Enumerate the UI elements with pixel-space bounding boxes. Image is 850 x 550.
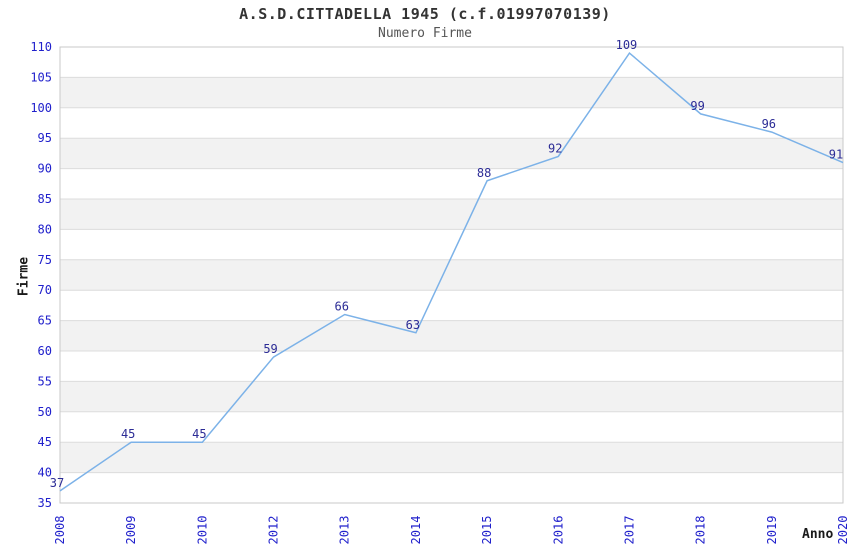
data-point-label: 88	[477, 166, 491, 180]
grid-band	[60, 442, 843, 473]
data-point-label: 91	[829, 148, 843, 162]
y-tick-label: 70	[38, 283, 52, 297]
data-point-label: 37	[50, 476, 64, 490]
data-point-label: 66	[335, 300, 349, 314]
data-point-label: 96	[762, 117, 776, 131]
y-tick-label: 80	[38, 222, 52, 236]
y-tick-label: 55	[38, 374, 52, 388]
data-point-label: 99	[690, 99, 704, 113]
x-tick-label: 2010	[195, 516, 209, 545]
grid-band	[60, 381, 843, 412]
x-tick-label: 2012	[267, 516, 281, 545]
y-tick-label: 85	[38, 192, 52, 206]
x-axis-title: Anno	[802, 527, 834, 542]
y-tick-label: 100	[30, 101, 52, 115]
chart-title: A.S.D.CITTADELLA 1945 (c.f.01997070139)	[239, 5, 611, 23]
chart-subtitle: Numero Firme	[378, 26, 472, 41]
x-tick-label: 2014	[409, 516, 423, 545]
data-point-label: 109	[616, 38, 638, 52]
data-point-label: 59	[263, 342, 277, 356]
y-tick-label: 90	[38, 162, 52, 176]
data-point-label: 63	[406, 318, 420, 332]
y-tick-label: 95	[38, 131, 52, 145]
x-tick-label: 2017	[622, 516, 636, 545]
x-tick-label: 2015	[480, 516, 494, 545]
x-tick-label: 2018	[694, 516, 708, 545]
data-point-label: 45	[121, 427, 135, 441]
data-point-label: 45	[192, 427, 206, 441]
data-line	[59, 51, 844, 492]
y-tick-label: 105	[30, 70, 52, 84]
grid-band	[60, 320, 843, 351]
y-tick-label: 110	[30, 40, 52, 54]
x-tick-label: 2013	[338, 516, 352, 545]
x-tick-label: 2008	[53, 516, 67, 545]
x-tick-label: 2020	[836, 516, 850, 545]
y-tick-label: 75	[38, 253, 52, 267]
y-tick-label: 40	[38, 466, 52, 480]
x-tick-label: 2019	[765, 516, 779, 545]
y-tick-label: 60	[38, 344, 52, 358]
grid-band	[60, 199, 843, 230]
y-tick-label: 45	[38, 435, 52, 449]
grid-band	[60, 138, 843, 169]
x-tick-label: 2009	[124, 516, 138, 545]
y-tick-label: 65	[38, 314, 52, 328]
x-tick-label: 2016	[551, 516, 565, 545]
data-point-label: 92	[548, 141, 562, 155]
grid-band	[60, 77, 843, 108]
y-tick-label: 50	[38, 405, 52, 419]
grid-band	[60, 259, 843, 291]
y-tick-label: 35	[38, 496, 52, 510]
plot-border	[59, 46, 844, 504]
